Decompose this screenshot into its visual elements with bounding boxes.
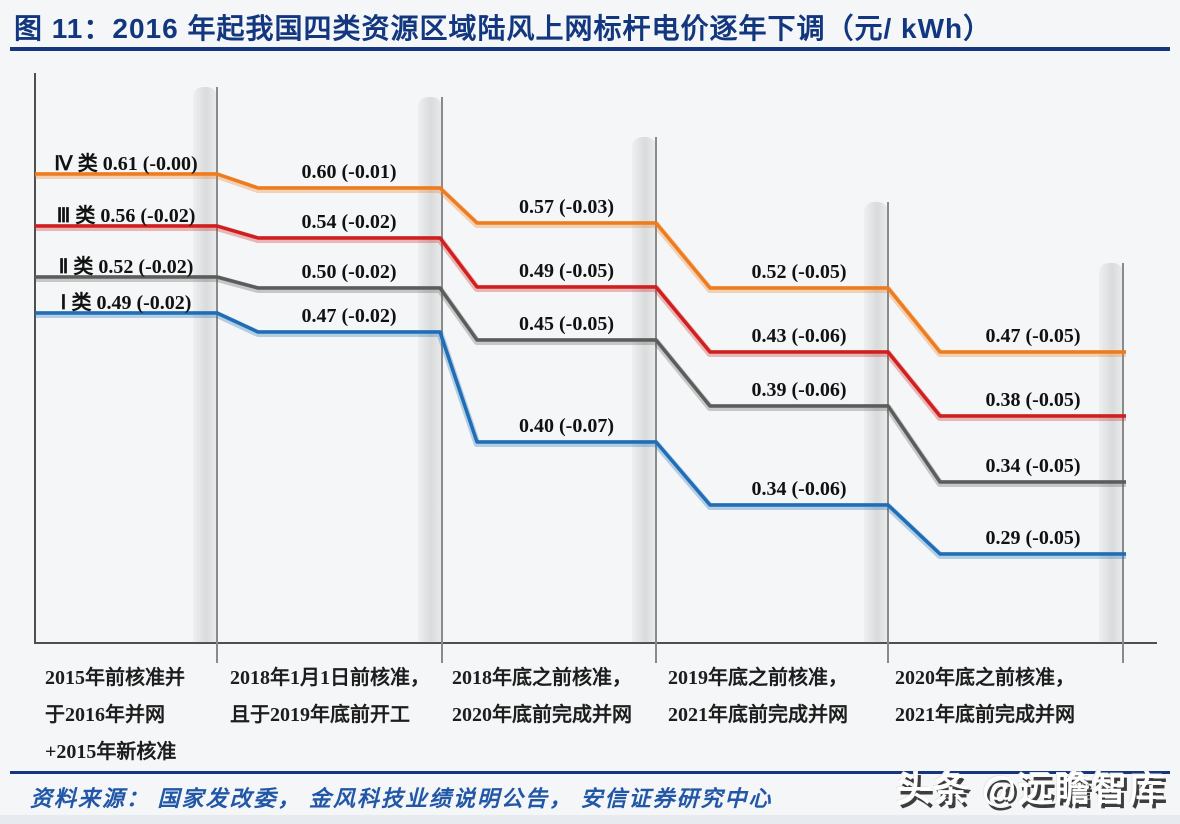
- zone-1-value-label-period-2: 0.47 (-0.02): [301, 305, 397, 327]
- x-category-label-4: 2019年底之前核准， 2021年底前完成并网: [668, 660, 848, 734]
- zone-2-value-label-period-2: 0.50 (-0.02): [301, 261, 397, 283]
- zone-3-value-label-period-1: Ⅲ 类 0.56 (-0.02): [56, 205, 196, 227]
- y-axis-line: [34, 73, 36, 643]
- period-divider-bar-2: [418, 97, 442, 643]
- x-category-label-2: 2018年1月1日前核准， 且于2019年底前开工: [230, 660, 430, 734]
- zone-2-value-label-period-1: Ⅱ 类 0.52 (-0.02): [58, 256, 194, 278]
- x-category-line: 2021年底前完成并网: [668, 704, 848, 726]
- figure-title: 图 11：2016 年起我国四类资源区域陆风上网标杆电价逐年下调（元/ kWh）: [14, 13, 993, 44]
- zone-4-value-label-period-2: 0.60 (-0.01): [301, 161, 397, 183]
- zone-4-value-label-period-4: 0.52 (-0.05): [751, 261, 847, 283]
- zone-2-value-label-period-4: 0.39 (-0.06): [751, 379, 847, 401]
- zone-3-value-label-period-3: 0.49 (-0.05): [519, 260, 614, 282]
- zone-1-value-label-period-4: 0.34 (-0.06): [751, 478, 847, 500]
- x-category-line: 2020年底之前核准，: [895, 667, 1075, 689]
- zone-1-value-label-period-5: 0.29 (-0.05): [985, 527, 1081, 549]
- x-category-line: 2019年底之前核准，: [668, 667, 848, 689]
- zone-3-value-label-period-4: 0.43 (-0.06): [751, 325, 847, 347]
- bottom-strip: [0, 815, 1180, 824]
- zone-1-value-label-period-1: Ⅰ 类 0.49 (-0.02): [60, 292, 192, 314]
- period-divider-tick-3: [655, 137, 657, 663]
- zone-4-value-label-period-3: 0.57 (-0.03): [519, 196, 614, 218]
- footer-divider: [10, 771, 1170, 774]
- zone-4-value-label-period-5: 0.47 (-0.05): [985, 325, 1081, 347]
- title-underline: [10, 47, 1170, 51]
- zone-2-value-label-period-5: 0.34 (-0.05): [985, 455, 1081, 477]
- zone-3-value-label-period-5: 0.38 (-0.05): [985, 389, 1081, 411]
- x-category-line: 2015年前核准并: [45, 667, 185, 689]
- period-divider-tick-2: [441, 97, 443, 663]
- x-axis-line: [34, 642, 1157, 644]
- x-category-line: 2018年1月1日前核准，: [230, 667, 430, 689]
- x-category-line: 且于2019年底前开工: [230, 704, 410, 726]
- zone-1-value-label-period-3: 0.40 (-0.07): [519, 415, 614, 437]
- source-note: 资料来源： 国家发改委， 金风科技业绩说明公告， 安信证券研究中心: [30, 786, 773, 811]
- period-divider-bar-5: [1099, 263, 1123, 643]
- period-divider-bar-4: [864, 202, 888, 643]
- period-divider-bar-3: [632, 137, 656, 643]
- zone-4-value-label-period-1: Ⅳ 类 0.61 (-0.00): [54, 153, 198, 175]
- x-category-line: 于2016年并网: [45, 704, 165, 726]
- x-category-label-5: 2020年底之前核准， 2021年底前完成并网: [895, 660, 1075, 734]
- period-divider-tick-5: [1122, 263, 1124, 663]
- period-divider-tick-1: [216, 87, 218, 663]
- zone-3-value-label-period-2: 0.54 (-0.02): [301, 211, 397, 233]
- x-category-line: 2020年底前完成并网: [452, 704, 632, 726]
- x-category-label-3: 2018年底之前核准， 2020年底前完成并网: [452, 660, 632, 734]
- x-category-line: 2018年底之前核准，: [452, 667, 632, 689]
- zone-2-value-label-period-3: 0.45 (-0.05): [519, 313, 614, 335]
- x-category-label-1: 2015年前核准并 于2016年并网 +2015年新核准: [45, 660, 185, 771]
- x-category-line: 2021年底前完成并网: [895, 704, 1075, 726]
- watermark-logo: 头条 @远瞻智库: [896, 770, 1166, 809]
- x-category-line: +2015年新核准: [45, 741, 177, 763]
- period-divider-tick-4: [887, 202, 889, 663]
